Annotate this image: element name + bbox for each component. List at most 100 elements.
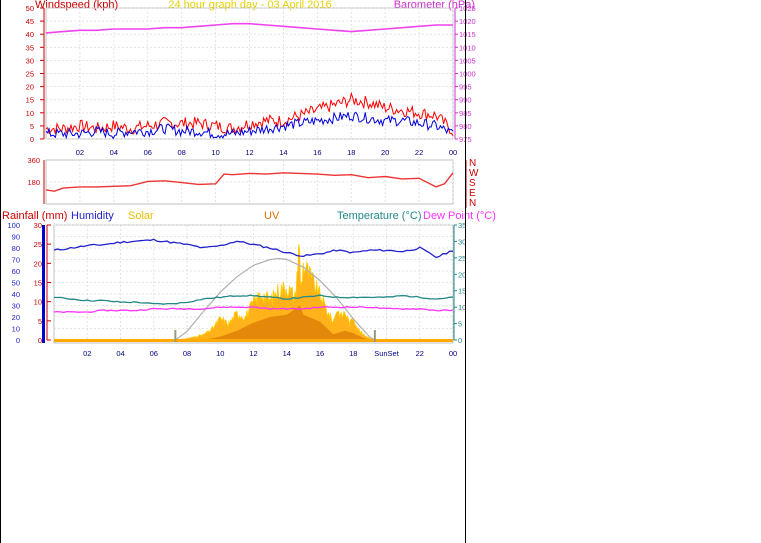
wind-x-tick-label: 20 — [381, 148, 389, 157]
humidity-tick-label: 50 — [12, 279, 20, 288]
rain-baseline — [54, 339, 453, 342]
legend-rainfall: Rainfall (mm) — [2, 210, 67, 222]
thsolar-x-tick-label: 06 — [150, 349, 158, 358]
temperature-tick-label: 10 — [458, 303, 466, 312]
direction-series-line — [45, 172, 454, 192]
windspeed-tick-label: 35 — [26, 43, 34, 52]
temperature-tick-label: 20 — [458, 270, 466, 279]
thsolar-x-tick-label: 02 — [83, 349, 91, 358]
windspeed-tick-label: 40 — [26, 30, 34, 39]
avg_wind-series-line — [45, 111, 454, 140]
temperature-tick-label: 25 — [458, 254, 466, 263]
humidity-tick-label: 10 — [12, 325, 20, 334]
solar-series-line — [175, 244, 376, 341]
rain-tick-label: 25 — [34, 240, 42, 249]
windspeed-tick-label: 5 — [30, 122, 34, 131]
panel3-legend: Rainfall (mm) Humidity Solar UV Temperat… — [2, 210, 496, 222]
wind-x-tick-label: 14 — [279, 148, 287, 157]
compass-label: S — [469, 178, 476, 189]
temperature-tick-label: 35 — [458, 221, 466, 230]
barometer-series-line — [45, 22, 453, 34]
rain-tick-label: 30 — [34, 221, 42, 230]
thsolar-x-tick-label: 14 — [283, 349, 291, 358]
windspeed-axis-title: Windspeed (kph) — [35, 0, 118, 11]
barometer-tick-label: 1010 — [459, 43, 476, 52]
solar-area — [175, 244, 375, 340]
windspeed-tick-label: 20 — [26, 83, 34, 92]
thsolar-x-tick-label: 08 — [183, 349, 191, 358]
wind-x-tick-label: 22 — [415, 148, 423, 157]
humidity-tick-label: 0 — [16, 336, 20, 345]
humidity-tick-label: 20 — [12, 313, 20, 322]
barometer-tick-label: 1005 — [459, 56, 476, 65]
barometer-axis-title: Barometer (hPa) — [394, 0, 475, 11]
legend-humidity: Humidity — [71, 210, 114, 222]
wind-x-tick-label: 00 — [449, 148, 457, 157]
windspeed-tick-label: 45 — [26, 17, 34, 26]
windspeed-tick-label: 0 — [30, 135, 34, 144]
windspeed-tick-label: 25 — [26, 70, 34, 79]
humidity-tick-label: 30 — [12, 302, 20, 311]
humidity-tick-label: 80 — [12, 244, 20, 253]
rain-tick-label: 10 — [34, 298, 42, 307]
rain-tick-label: 15 — [34, 279, 42, 288]
barometer-tick-label: 1015 — [459, 30, 476, 39]
windspeed-tick-label: 30 — [26, 56, 34, 65]
thsolar-x-tick-label: 10 — [216, 349, 224, 358]
barometer-tick-label: 1000 — [459, 70, 476, 79]
temperature-tick-label: 30 — [458, 237, 466, 246]
thsolar-x-tick-label: 00 — [449, 349, 457, 358]
humidity-axis-bar — [42, 225, 45, 343]
wind-x-tick-label: 02 — [76, 148, 84, 157]
wind-x-tick-label: 06 — [144, 148, 152, 157]
compass-label: N — [469, 198, 476, 209]
humidity-tick-label: 60 — [12, 267, 20, 276]
wind-x-tick-label: 18 — [347, 148, 355, 157]
rain-tick-label: 5 — [38, 317, 42, 326]
graph-date-title: 24 hour graph day - 03 April 2016 — [168, 0, 331, 11]
rain-tick-label: 0 — [38, 336, 42, 345]
thsolar-x-tick-label: 04 — [116, 349, 124, 358]
compass-label: E — [469, 188, 476, 199]
humidity-series-line — [53, 238, 453, 259]
humidity-tick-label: 90 — [12, 233, 20, 242]
thsolar-x-tick-label: 12 — [249, 349, 257, 358]
temperature-tick-label: 15 — [458, 287, 466, 296]
direction-tick-label: 360 — [27, 156, 40, 165]
theoretical-solar-line — [175, 257, 376, 341]
windspeed-tick-label: 50 — [26, 4, 34, 13]
windspeed-tick-label: 10 — [26, 109, 34, 118]
wind-x-tick-label: 04 — [110, 148, 118, 157]
thsolar-x-tick-label: SunSet — [374, 349, 400, 358]
thsolar-x-tick-label: 16 — [316, 349, 324, 358]
wind-x-tick-label: 08 — [177, 148, 185, 157]
rain-tick-label: 20 — [34, 259, 42, 268]
temperature-tick-label: 5 — [458, 320, 462, 329]
barometer-tick-label: 1020 — [459, 17, 476, 26]
legend-temperature: Temperature (°C) — [337, 210, 421, 222]
legend-solar: Solar — [128, 210, 154, 222]
temperature-series-line — [53, 294, 453, 305]
direction-tick-label: 180 — [27, 178, 40, 187]
temperature-tick-label: 0 — [458, 336, 462, 345]
legend-uv: UV — [264, 210, 280, 222]
humidity-tick-label: 40 — [12, 290, 20, 299]
humidity-tick-label: 70 — [12, 256, 20, 265]
thsolar-x-tick-label: 18 — [349, 349, 357, 358]
legend-dewpoint: Dew Point (°C) — [423, 210, 496, 222]
barometer-tick-label: 1025 — [459, 4, 476, 13]
wind-x-tick-label: 10 — [211, 148, 219, 157]
compass-label: W — [469, 168, 479, 179]
dewpoint-series-line — [53, 305, 454, 314]
thsolar-x-tick-label: 22 — [416, 349, 424, 358]
wind-x-tick-label: 12 — [245, 148, 253, 157]
wind-x-tick-label: 16 — [313, 148, 321, 157]
compass-label: N — [469, 158, 476, 169]
humidity-tick-label: 100 — [7, 221, 20, 230]
uv-area — [203, 305, 370, 340]
windspeed-tick-label: 15 — [26, 96, 34, 105]
